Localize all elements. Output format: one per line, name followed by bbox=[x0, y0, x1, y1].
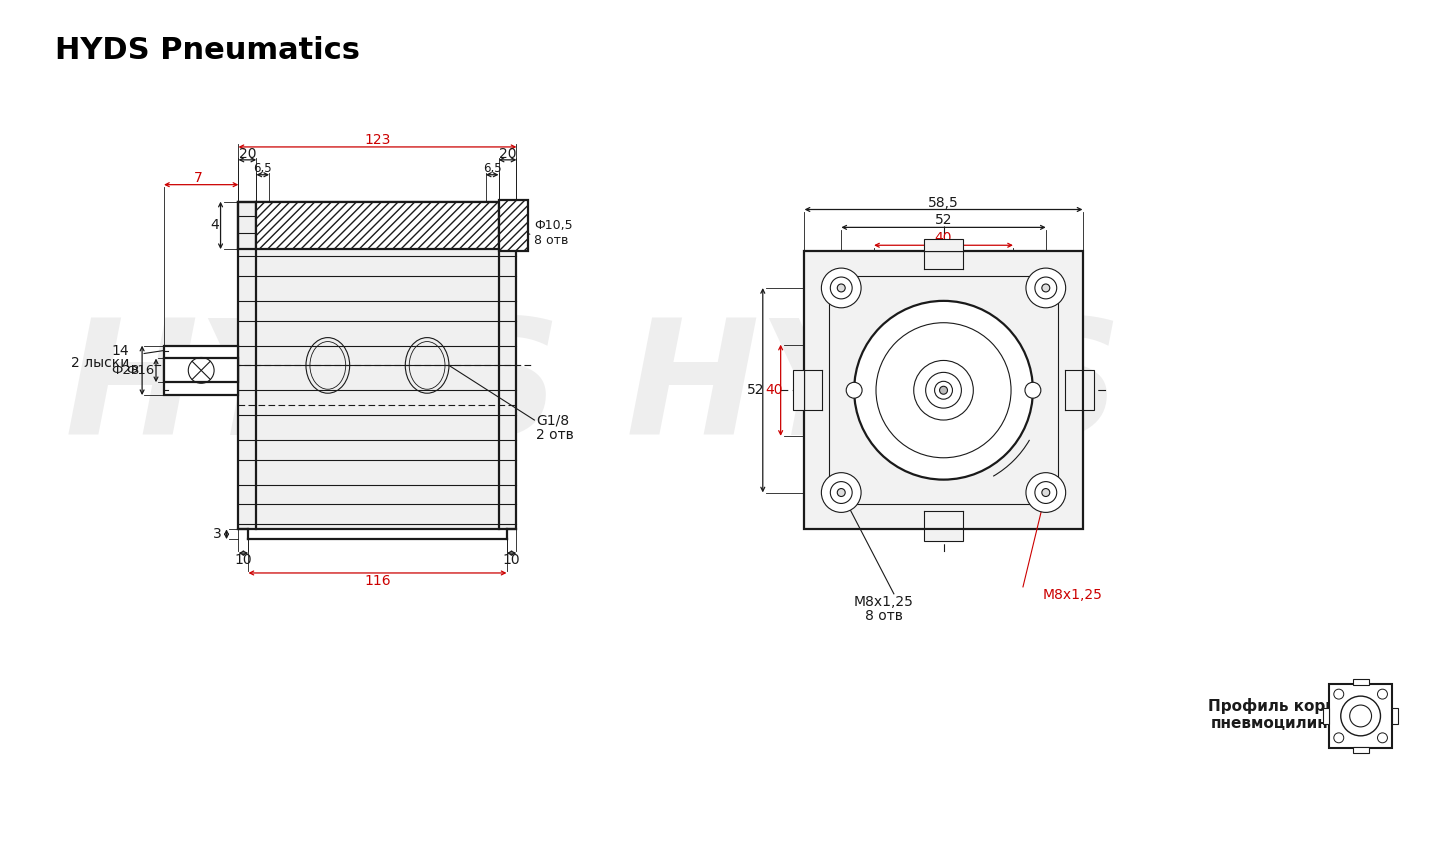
Text: 2 лыски: 2 лыски bbox=[71, 356, 129, 371]
Text: HYDS Pneumatics: HYDS Pneumatics bbox=[55, 36, 360, 65]
Circle shape bbox=[837, 489, 845, 496]
Text: 58,5: 58,5 bbox=[928, 196, 958, 210]
Text: 52: 52 bbox=[747, 383, 764, 397]
Text: M8x1,25: M8x1,25 bbox=[1043, 588, 1102, 602]
Bar bbox=[1324, 708, 1330, 724]
Text: 20: 20 bbox=[499, 147, 516, 161]
Circle shape bbox=[925, 372, 961, 408]
Circle shape bbox=[940, 386, 947, 394]
Circle shape bbox=[821, 473, 861, 513]
Bar bbox=[1392, 708, 1398, 724]
Text: 14: 14 bbox=[112, 343, 129, 358]
Text: 10: 10 bbox=[235, 553, 252, 567]
Bar bbox=[164, 346, 238, 395]
Text: Ф16: Ф16 bbox=[126, 364, 154, 377]
Text: 6,5: 6,5 bbox=[483, 162, 502, 175]
Text: 2 отв: 2 отв bbox=[536, 428, 574, 442]
Circle shape bbox=[831, 277, 853, 299]
Text: G1/8: G1/8 bbox=[536, 413, 570, 427]
Circle shape bbox=[1334, 733, 1344, 743]
Text: 40: 40 bbox=[935, 231, 953, 246]
Text: 116: 116 bbox=[364, 574, 392, 588]
Circle shape bbox=[1378, 689, 1388, 699]
Text: M8x1,25: M8x1,25 bbox=[854, 595, 914, 609]
Circle shape bbox=[1334, 689, 1344, 699]
Circle shape bbox=[914, 360, 973, 420]
Text: Ф10,5: Ф10,5 bbox=[535, 219, 573, 232]
Bar bbox=[257, 201, 499, 249]
Bar bbox=[1353, 679, 1369, 685]
Bar bbox=[499, 200, 528, 252]
Text: 123: 123 bbox=[364, 133, 390, 147]
Text: Профиль корпуса: Профиль корпуса bbox=[1208, 698, 1364, 714]
Circle shape bbox=[837, 284, 845, 292]
Text: 4: 4 bbox=[210, 218, 219, 232]
Circle shape bbox=[1043, 489, 1050, 496]
Text: 20: 20 bbox=[239, 147, 257, 161]
Text: 7: 7 bbox=[194, 171, 203, 184]
Circle shape bbox=[935, 382, 953, 400]
Bar bbox=[257, 201, 499, 249]
Circle shape bbox=[831, 482, 853, 503]
Bar bbox=[924, 530, 963, 541]
Bar bbox=[924, 240, 963, 252]
Text: 52: 52 bbox=[935, 213, 953, 228]
Circle shape bbox=[1341, 696, 1380, 736]
Bar bbox=[1353, 747, 1369, 753]
Circle shape bbox=[876, 323, 1011, 458]
Bar bbox=[1328, 684, 1392, 748]
Bar bbox=[1083, 371, 1095, 410]
Circle shape bbox=[1035, 277, 1057, 299]
Circle shape bbox=[1043, 284, 1050, 292]
Text: 40: 40 bbox=[766, 383, 783, 397]
Text: HYDS: HYDS bbox=[64, 313, 561, 468]
Text: пневмоцилиндра: пневмоцилиндра bbox=[1211, 717, 1362, 731]
Circle shape bbox=[1035, 482, 1057, 503]
Circle shape bbox=[854, 301, 1032, 479]
Text: 8 отв: 8 отв bbox=[535, 234, 568, 246]
Bar bbox=[793, 371, 805, 410]
Circle shape bbox=[1025, 382, 1041, 398]
Bar bbox=[805, 252, 1083, 530]
Text: 8 отв: 8 отв bbox=[866, 609, 903, 623]
Text: 6,5: 6,5 bbox=[254, 162, 273, 175]
Bar bbox=[499, 200, 528, 252]
Text: 3: 3 bbox=[213, 527, 222, 541]
Bar bbox=[164, 359, 238, 382]
Circle shape bbox=[1027, 268, 1066, 308]
Circle shape bbox=[847, 382, 863, 398]
Circle shape bbox=[1027, 473, 1066, 513]
Text: Ф28: Ф28 bbox=[110, 364, 139, 377]
Circle shape bbox=[1350, 705, 1372, 727]
Bar bbox=[829, 276, 1057, 504]
Text: 10: 10 bbox=[503, 553, 521, 567]
Circle shape bbox=[821, 268, 861, 308]
Circle shape bbox=[1378, 733, 1388, 743]
Text: HYDS: HYDS bbox=[625, 313, 1122, 468]
Bar bbox=[238, 201, 516, 530]
